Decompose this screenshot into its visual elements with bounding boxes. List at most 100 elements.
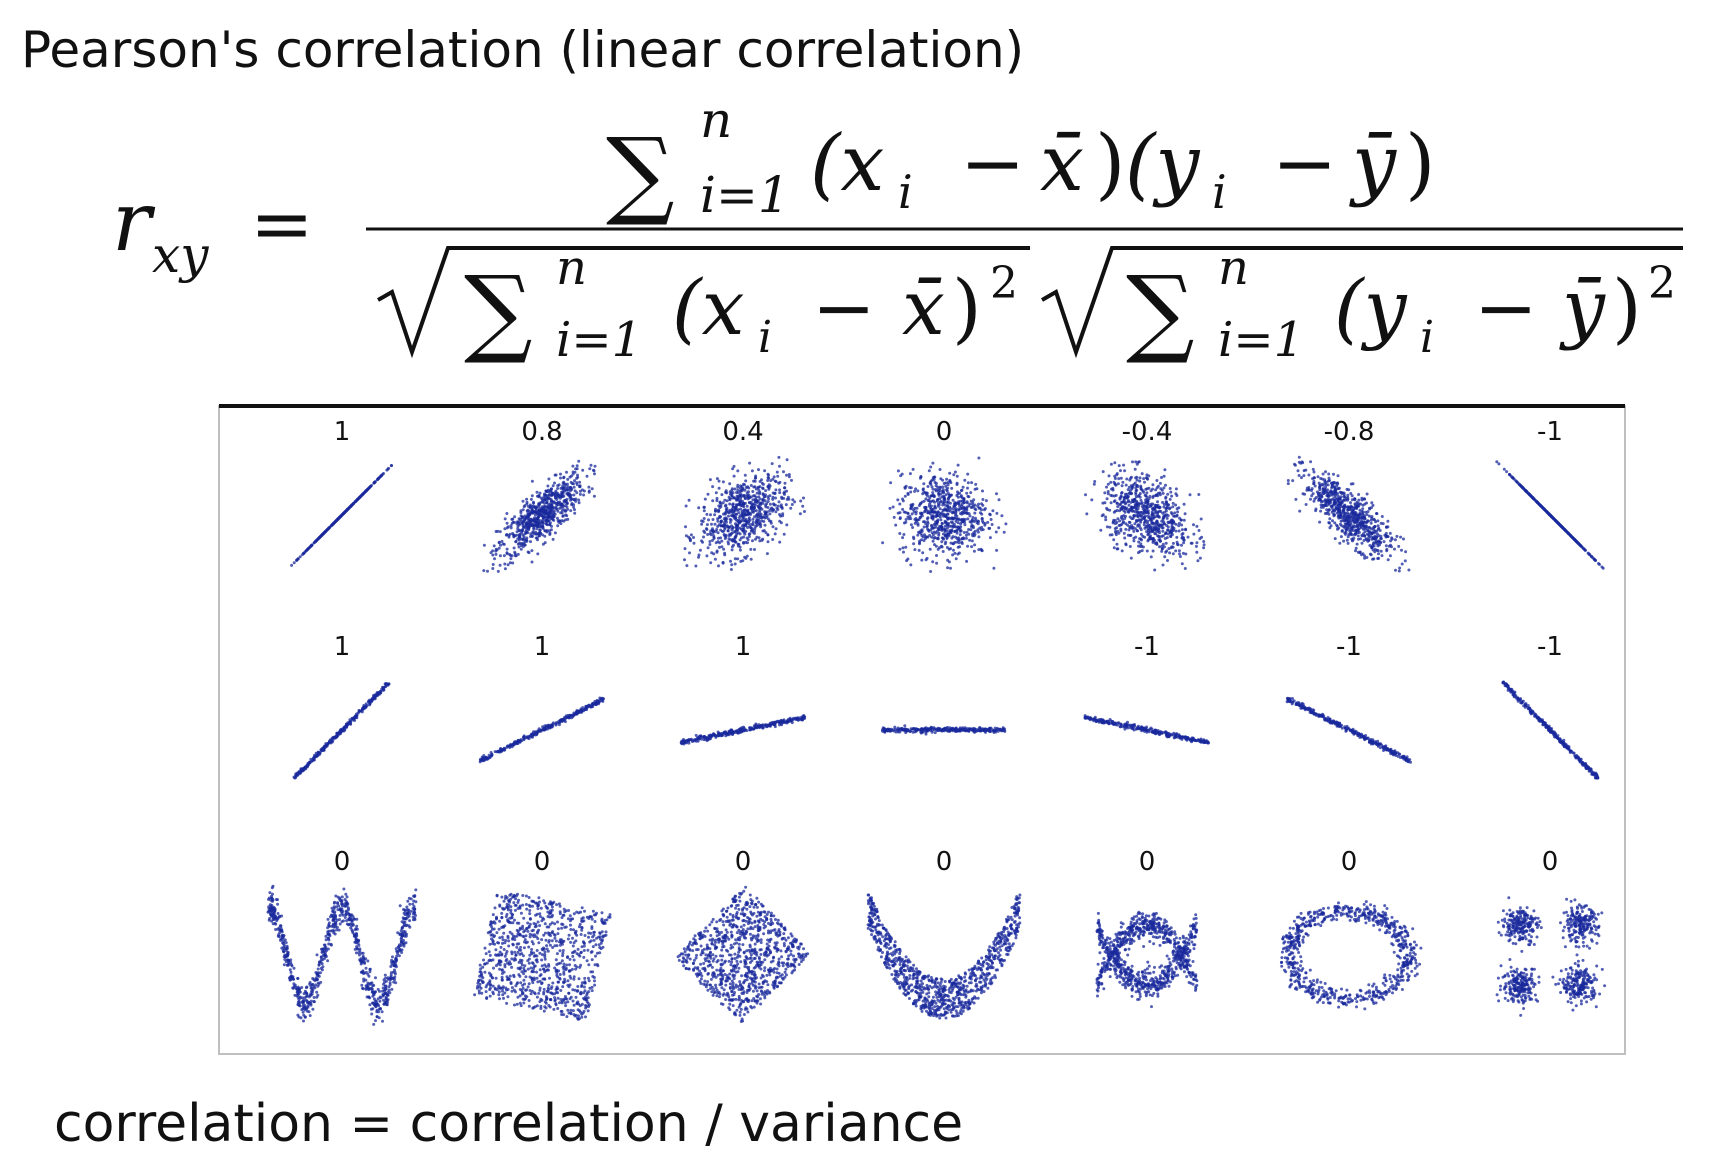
data-point xyxy=(738,532,742,536)
data-point xyxy=(953,551,957,555)
data-point xyxy=(1497,462,1501,466)
data-point xyxy=(1142,477,1146,481)
data-point xyxy=(554,473,558,477)
data-point xyxy=(365,704,369,708)
data-point xyxy=(689,533,693,537)
data-point xyxy=(899,474,903,478)
data-point xyxy=(1182,518,1186,522)
data-point xyxy=(536,730,540,734)
data-point xyxy=(940,495,944,499)
data-point xyxy=(918,531,922,535)
data-point xyxy=(705,523,709,527)
data-point xyxy=(1381,522,1385,526)
data-point xyxy=(944,533,948,537)
data-point xyxy=(513,552,517,556)
data-point xyxy=(1358,508,1362,512)
data-point xyxy=(753,498,757,502)
data-point xyxy=(742,535,746,539)
data-point xyxy=(1349,504,1353,508)
data-point xyxy=(766,540,770,544)
data-point xyxy=(1151,549,1155,553)
data-point xyxy=(961,485,965,489)
data-point xyxy=(701,520,705,523)
data-point xyxy=(738,538,742,542)
data-point xyxy=(529,497,533,501)
data-point xyxy=(525,521,528,525)
data-point xyxy=(723,526,727,530)
data-point xyxy=(1184,552,1188,556)
data-point xyxy=(743,496,747,500)
data-point xyxy=(516,527,520,531)
data-point xyxy=(1177,524,1181,528)
data-point xyxy=(1182,541,1186,545)
data-point xyxy=(766,476,770,480)
data-point xyxy=(1127,520,1131,524)
data-point xyxy=(1152,515,1156,519)
data-point xyxy=(535,510,539,514)
denominator-square-2: 2 xyxy=(1648,258,1676,309)
data-point xyxy=(1334,481,1338,485)
data-point xyxy=(1336,510,1340,513)
data-point xyxy=(1586,551,1590,555)
data-point xyxy=(1172,528,1175,532)
data-point xyxy=(1388,531,1392,535)
data-point xyxy=(1329,524,1333,528)
data-point xyxy=(1169,534,1173,538)
data-point xyxy=(1336,494,1340,498)
data-point xyxy=(562,717,566,721)
data-point xyxy=(517,541,521,545)
correlation-label: -1 xyxy=(1537,632,1563,662)
denominator-x-sub: i xyxy=(758,312,772,363)
data-point xyxy=(802,496,805,500)
data-point xyxy=(735,494,739,498)
data-point xyxy=(1158,545,1161,549)
data-point xyxy=(1386,519,1390,523)
data-point xyxy=(1199,517,1203,521)
data-point xyxy=(720,539,724,543)
data-point xyxy=(556,484,560,488)
data-point xyxy=(920,558,924,562)
data-point xyxy=(1180,533,1184,536)
data-point xyxy=(1135,513,1138,517)
data-point xyxy=(1346,541,1350,545)
data-point xyxy=(1123,510,1127,514)
data-point xyxy=(1556,521,1560,525)
data-point xyxy=(1139,484,1143,488)
data-point xyxy=(782,532,786,536)
data-point xyxy=(1342,504,1346,508)
data-point xyxy=(500,539,504,543)
data-point xyxy=(965,500,969,504)
data-point xyxy=(717,479,721,483)
data-point xyxy=(305,549,308,552)
data-point xyxy=(708,543,712,546)
data-point xyxy=(1349,518,1353,522)
data-point xyxy=(529,540,532,544)
data-point xyxy=(920,538,924,542)
denominator-y-sub: i xyxy=(1420,312,1434,363)
data-point xyxy=(1530,495,1534,499)
data-point xyxy=(683,547,687,551)
data-point xyxy=(938,507,942,511)
data-point xyxy=(1132,529,1136,533)
data-point xyxy=(1346,520,1350,523)
correlation-label: -1 xyxy=(1336,632,1362,662)
data-point xyxy=(1162,515,1166,518)
data-point xyxy=(762,529,766,533)
data-point xyxy=(922,482,926,486)
data-point xyxy=(564,483,568,487)
data-point xyxy=(543,541,547,545)
data-point xyxy=(553,531,557,535)
data-point xyxy=(1108,525,1112,529)
data-point xyxy=(1103,491,1107,495)
data-point xyxy=(1149,537,1153,541)
data-point xyxy=(772,475,776,479)
data-point xyxy=(327,740,331,744)
data-point xyxy=(778,513,782,516)
data-point xyxy=(926,498,930,502)
data-point xyxy=(937,493,941,497)
data-point xyxy=(547,493,551,497)
data-point xyxy=(946,558,950,562)
data-point xyxy=(577,459,581,463)
data-point xyxy=(684,504,688,508)
data-point xyxy=(913,521,917,525)
